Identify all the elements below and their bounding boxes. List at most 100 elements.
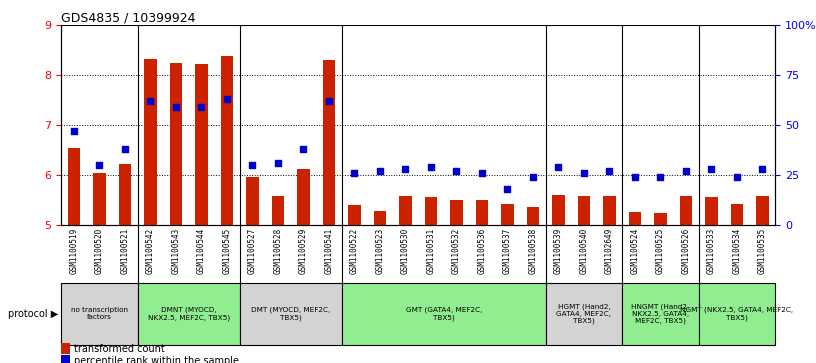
Text: GSM1100537: GSM1100537 — [503, 228, 512, 274]
Point — [118, 146, 131, 152]
Text: protocol ▶: protocol ▶ — [8, 309, 59, 319]
Point — [246, 162, 259, 168]
Point — [654, 174, 667, 180]
Bar — [297, 169, 310, 225]
Text: HNGMT (Hand2,
NKX2.5, GATA4,
MEF2C, TBX5): HNGMT (Hand2, NKX2.5, GATA4, MEF2C, TBX5… — [632, 303, 690, 325]
Bar — [654, 213, 667, 225]
Bar — [628, 212, 641, 225]
FancyBboxPatch shape — [240, 283, 342, 345]
Text: GSM1100543: GSM1100543 — [171, 228, 180, 274]
Text: GSM1100531: GSM1100531 — [427, 228, 436, 274]
Text: DMT (MYOCD, MEF2C,
TBX5): DMT (MYOCD, MEF2C, TBX5) — [251, 307, 330, 321]
Text: GSM1100526: GSM1100526 — [681, 228, 690, 274]
Text: HGMT (Hand2,
GATA4, MEF2C,
TBX5): HGMT (Hand2, GATA4, MEF2C, TBX5) — [557, 303, 611, 325]
Text: GSM1100522: GSM1100522 — [350, 228, 359, 274]
FancyBboxPatch shape — [546, 283, 622, 345]
Point — [705, 166, 718, 172]
Point — [68, 128, 81, 134]
Text: GSM1100533: GSM1100533 — [707, 228, 716, 274]
Bar — [526, 207, 539, 225]
FancyBboxPatch shape — [138, 283, 240, 345]
Point — [348, 170, 361, 176]
Text: GSM1100538: GSM1100538 — [529, 228, 538, 274]
Bar — [61, 343, 70, 354]
Bar — [61, 355, 70, 363]
Bar — [552, 195, 565, 225]
Text: no transcription
factors: no transcription factors — [71, 307, 128, 321]
Bar — [144, 59, 157, 225]
FancyBboxPatch shape — [61, 283, 138, 345]
Text: GSM1100539: GSM1100539 — [554, 228, 563, 274]
Bar — [195, 64, 208, 225]
Point — [450, 168, 463, 174]
Text: GSM1100527: GSM1100527 — [248, 228, 257, 274]
Text: DMNT (MYOCD,
NKX2.5, MEF2C, TBX5): DMNT (MYOCD, NKX2.5, MEF2C, TBX5) — [148, 307, 230, 321]
Text: GSM1100541: GSM1100541 — [325, 228, 334, 274]
Bar — [424, 197, 437, 225]
FancyBboxPatch shape — [342, 283, 546, 345]
Point — [476, 170, 489, 176]
Bar — [348, 205, 361, 225]
FancyBboxPatch shape — [622, 283, 698, 345]
Text: GSM1100529: GSM1100529 — [299, 228, 308, 274]
Point — [424, 164, 437, 170]
Text: GSM1100530: GSM1100530 — [401, 228, 410, 274]
Point — [322, 98, 335, 104]
Text: GSM1100540: GSM1100540 — [579, 228, 588, 274]
Bar — [705, 197, 718, 225]
Bar — [450, 200, 463, 225]
Text: GSM1100536: GSM1100536 — [477, 228, 486, 274]
Text: GSM1100535: GSM1100535 — [758, 228, 767, 274]
Point — [730, 174, 743, 180]
Text: GSM1100542: GSM1100542 — [146, 228, 155, 274]
Bar — [246, 177, 259, 225]
Text: GSM1100525: GSM1100525 — [656, 228, 665, 274]
Point — [297, 146, 310, 152]
Bar — [476, 200, 488, 225]
Point — [144, 98, 157, 104]
Bar — [68, 148, 80, 225]
Point — [756, 166, 769, 172]
Bar — [501, 204, 514, 225]
Bar — [756, 196, 769, 225]
Point — [399, 166, 412, 172]
Point — [374, 168, 387, 174]
Text: GSM1100524: GSM1100524 — [631, 228, 640, 274]
Bar — [603, 196, 616, 225]
Text: percentile rank within the sample: percentile rank within the sample — [74, 356, 239, 363]
Text: GSM1100544: GSM1100544 — [197, 228, 206, 274]
Point — [680, 168, 693, 174]
Point — [578, 170, 591, 176]
Point — [272, 160, 285, 166]
Text: GSM1100520: GSM1100520 — [95, 228, 104, 274]
Bar — [93, 173, 106, 225]
Bar — [680, 196, 692, 225]
Bar — [118, 164, 131, 225]
Text: transformed count: transformed count — [74, 344, 165, 354]
Point — [603, 168, 616, 174]
Text: GSM1100528: GSM1100528 — [273, 228, 282, 274]
Text: GSM1100519: GSM1100519 — [69, 228, 78, 274]
Point — [170, 105, 183, 110]
Bar — [374, 211, 386, 225]
Text: GSM1100532: GSM1100532 — [452, 228, 461, 274]
Text: NGMT (NKX2.5, GATA4, MEF2C,
TBX5): NGMT (NKX2.5, GATA4, MEF2C, TBX5) — [681, 307, 793, 321]
Text: GSM1100545: GSM1100545 — [223, 228, 232, 274]
Point — [220, 97, 233, 102]
Text: GDS4835 / 10399924: GDS4835 / 10399924 — [61, 11, 196, 24]
Bar — [322, 60, 335, 225]
Bar — [399, 196, 412, 225]
Bar — [170, 63, 182, 225]
Text: GSM1100523: GSM1100523 — [375, 228, 384, 274]
Text: GSM1102649: GSM1102649 — [605, 228, 614, 274]
Point — [93, 162, 106, 168]
Point — [552, 164, 565, 170]
Bar — [578, 196, 590, 225]
Point — [526, 174, 539, 180]
Bar — [220, 56, 233, 225]
Bar — [730, 204, 743, 225]
Point — [195, 105, 208, 110]
Point — [501, 186, 514, 192]
Point — [628, 174, 641, 180]
Bar — [272, 196, 284, 225]
